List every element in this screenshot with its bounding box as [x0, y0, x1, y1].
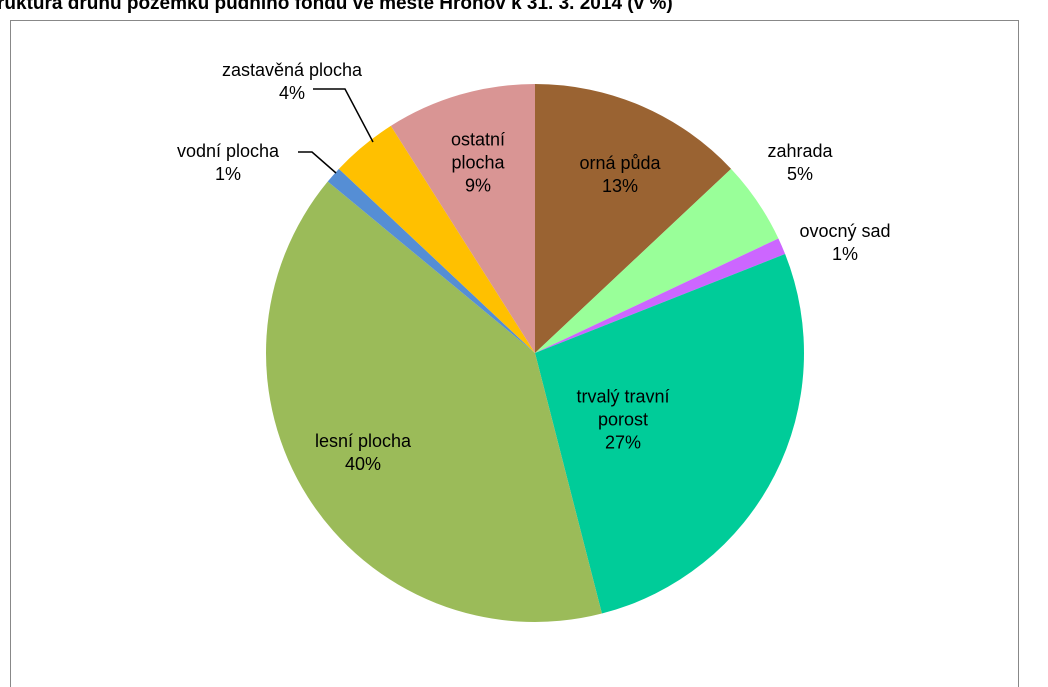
leader-line — [298, 151, 337, 174]
category-label: lesní plocha — [314, 431, 412, 451]
category-label: zahrada — [767, 141, 833, 161]
pie-slice — [535, 253, 804, 614]
pie-slice — [338, 125, 535, 353]
value-label: 4% — [278, 83, 306, 103]
category-label: orná půda — [579, 153, 661, 173]
pie-slice — [390, 84, 535, 353]
leader-line — [313, 88, 374, 143]
value-label: 1% — [831, 244, 858, 264]
value-label: 27% — [604, 432, 642, 453]
value-label: 5% — [786, 164, 813, 184]
data-label: zastavěná plocha 4% — [222, 59, 362, 105]
value-label: 13% — [601, 176, 639, 196]
value-label: 40% — [344, 454, 382, 474]
value-label: 1% — [214, 164, 242, 184]
chart-border — [10, 20, 1019, 687]
data-label: orná půda 13% — [579, 152, 660, 198]
category-label: trvalý travní porost — [576, 386, 670, 430]
pie-slice — [535, 84, 732, 353]
data-label: lesní plocha 40% — [315, 430, 411, 476]
data-label: trvalý travní porost 27% — [563, 386, 683, 455]
category-label: zastavěná plocha — [221, 60, 363, 80]
data-label: ostatní plocha 9% — [443, 129, 513, 198]
data-label: zahrada 5% — [767, 140, 832, 186]
pie-slice — [265, 181, 602, 622]
category-label: vodní plocha — [176, 141, 280, 161]
pie-slice — [535, 238, 786, 353]
chart-title: Struktura druhů pozemků půdního fondu ve… — [0, 0, 673, 14]
pie-slice — [535, 168, 779, 353]
data-label: vodní plocha 1% — [177, 140, 279, 186]
pie — [265, 84, 804, 622]
category-label: ovocný sad — [799, 221, 891, 241]
category-label: ostatní plocha — [450, 129, 506, 173]
pie-slice — [327, 168, 535, 353]
data-label: ovocný sad 1% — [799, 220, 890, 266]
value-label: 9% — [464, 175, 491, 196]
